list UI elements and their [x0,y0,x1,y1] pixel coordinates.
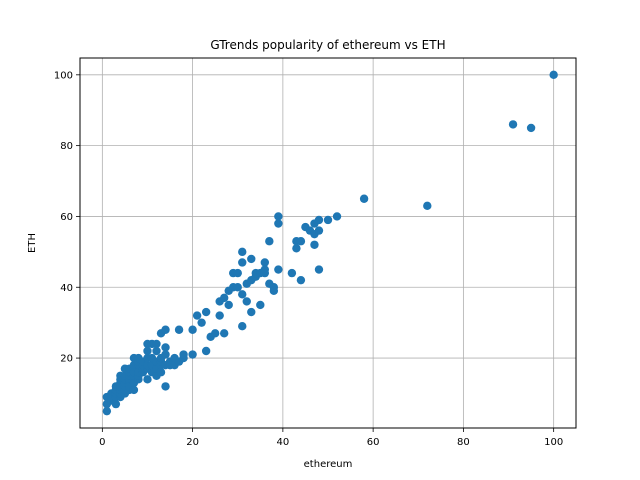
data-point [219,293,229,303]
x-tick-label: 0 [99,437,105,448]
y-tick-label: 80 [60,141,73,152]
data-point [188,350,197,359]
data-point [192,311,202,320]
data-point [256,300,265,310]
data-point [238,322,247,331]
data-point [161,350,170,359]
data-point [197,318,206,327]
chart-title: GTrends popularity of ethereum vs ETH [210,38,445,52]
data-point [314,265,324,274]
data-point [188,325,197,334]
data-point [174,325,184,334]
data-point [201,346,211,356]
data-point [201,307,211,317]
data-point [238,247,247,257]
data-point [156,368,166,377]
data-point [423,201,432,211]
data-point [247,307,256,317]
data-point [296,237,306,246]
data-point [102,406,112,416]
data-point [323,215,333,225]
data-point [314,215,324,225]
y-tick-label: 100 [54,70,73,81]
data-point [238,290,247,299]
y-tick-label: 40 [60,283,73,294]
data-point [143,375,152,384]
data-point [274,219,283,228]
data-point [242,297,251,306]
x-tick-label: 100 [544,437,563,448]
data-point [129,385,139,395]
data-point [549,70,558,80]
data-point [314,226,324,235]
data-point [161,382,170,391]
y-tick-label: 60 [60,212,73,223]
data-point [359,194,369,203]
data-point [238,258,247,267]
x-tick-label: 60 [367,437,380,448]
data-point [265,237,274,246]
x-tick-label: 40 [277,437,290,448]
x-tick-label: 80 [457,437,470,448]
plot-frame [79,57,577,429]
data-point [233,268,242,278]
data-point [508,120,518,129]
data-point [111,399,121,409]
data-point [260,258,270,267]
data-point [269,283,279,292]
y-tick-label: 20 [60,354,73,365]
data-point [287,268,297,278]
data-point [274,265,283,274]
axis-ticks: 0 20 40 60 80 100 20 40 60 80 100 [54,70,563,448]
data-point [161,343,170,352]
data-point [260,268,270,278]
data-point [224,300,233,310]
data-point [233,283,242,292]
data-point [219,329,229,338]
data-point [161,325,170,334]
data-point [215,311,224,320]
data-point [152,346,161,356]
data-point [526,123,536,133]
data-point [332,212,342,221]
data-point [296,275,306,285]
y-axis-label: ETH [27,233,38,253]
data-point [143,346,152,356]
data-point [152,339,161,349]
data-points [102,70,558,416]
x-tick-label: 20 [186,437,199,448]
data-point [247,254,256,264]
data-point [210,329,220,338]
data-point [179,350,188,359]
data-point [292,244,301,253]
data-point [310,240,319,249]
data-point [274,212,283,221]
x-axis-label: ethereum [304,459,353,470]
